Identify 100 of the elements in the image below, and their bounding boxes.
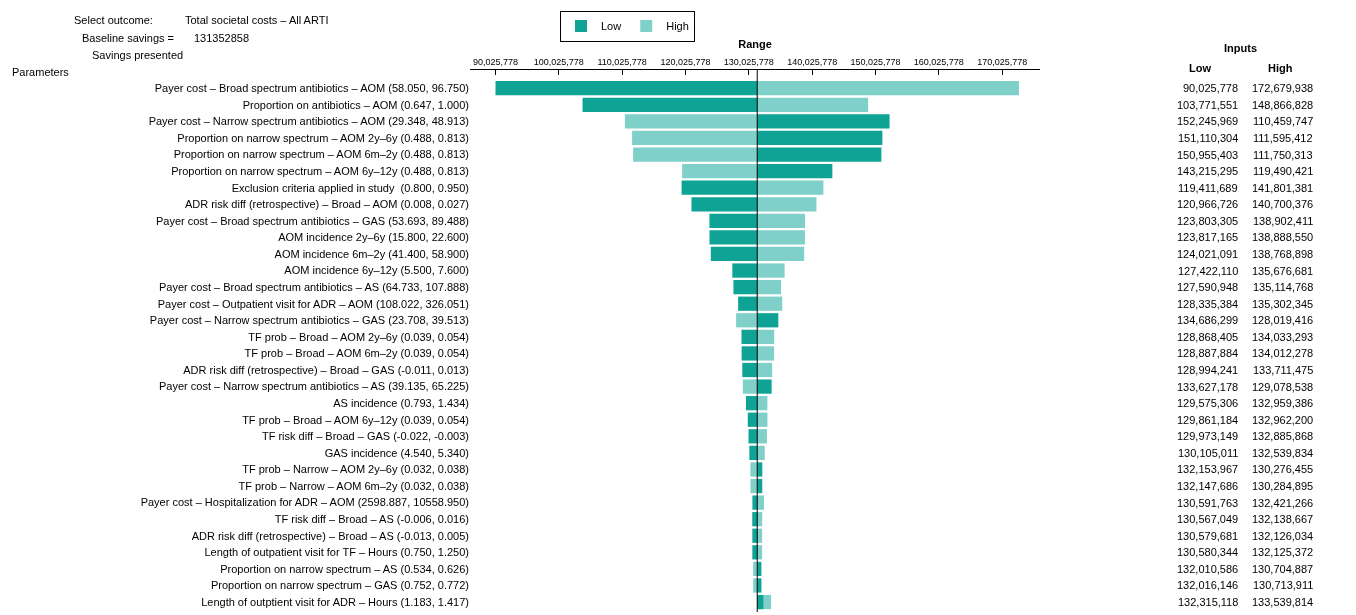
bar bbox=[757, 147, 882, 162]
bar bbox=[691, 197, 758, 212]
text: 127,422,110 bbox=[1178, 265, 1239, 277]
text: Total societal costs – All ARTI bbox=[185, 14, 329, 26]
y-tick-label: GAS incidence (4.540, 5.340) bbox=[324, 446, 469, 459]
text: 129,973,149 bbox=[1177, 430, 1239, 442]
y-tick-label: Payer cost – Broad spectrum antibiotics – AOM (58.050, 96.750) bbox=[154, 82, 469, 95]
y-tick-label: Proportion on narrow spectrum – AOM 6m–2y (0.488, 0.813) bbox=[173, 148, 469, 161]
x-tick-label: 150,025,778 bbox=[850, 57, 901, 68]
bar bbox=[582, 97, 758, 112]
bar bbox=[745, 396, 758, 411]
text: 129,575,306 bbox=[1177, 397, 1239, 409]
text: Low bbox=[1189, 62, 1212, 74]
text: 130,105,011 bbox=[1178, 447, 1239, 459]
bar bbox=[752, 528, 758, 543]
y-tick-label: Payer cost – Narrow spectrum antibiotics – AS (39.135, 65.225) bbox=[159, 380, 469, 393]
text: 124,021,091 bbox=[1177, 248, 1239, 260]
x-tick-label: 120,025,778 bbox=[660, 57, 711, 68]
text: Savings presented bbox=[92, 49, 184, 61]
text: 123,817,165 bbox=[1177, 231, 1239, 243]
y-tick-label: Length of outpatient visit for TF – Hours (0.750, 1.250) bbox=[204, 546, 469, 559]
text: 150,955,403 bbox=[1177, 149, 1239, 161]
y-tick-label: Proportion on narrow spectrum – AOM 6y–12y (0.488, 0.813) bbox=[171, 164, 469, 177]
bar bbox=[757, 313, 779, 328]
text: 131352858 bbox=[194, 32, 250, 44]
text: 138,768,898 bbox=[1252, 248, 1314, 260]
text: 138,888,550 bbox=[1252, 231, 1314, 243]
bar bbox=[757, 329, 775, 344]
bar bbox=[753, 561, 758, 577]
text: 128,868,405 bbox=[1177, 331, 1239, 343]
bar bbox=[757, 230, 805, 245]
bar bbox=[709, 213, 758, 228]
bar bbox=[742, 362, 758, 378]
text: 135,302,345 bbox=[1252, 298, 1314, 310]
text: 103,771,551 bbox=[1177, 99, 1239, 111]
bar bbox=[757, 81, 1019, 96]
bar bbox=[709, 230, 758, 245]
y-tick-label: TF prob – Broad – AOM 6y–12y (0.039, 0.054) bbox=[242, 413, 469, 426]
bar bbox=[757, 296, 783, 311]
bar bbox=[495, 81, 758, 96]
bar bbox=[757, 97, 869, 112]
bar bbox=[750, 462, 758, 477]
y-tick-label: TF prob – Broad – AOM 2y–6y (0.039, 0.054) bbox=[248, 330, 469, 343]
y-tick-label: TF prob – Narrow – AOM 6m–2y (0.032, 0.038) bbox=[238, 479, 469, 492]
bar bbox=[757, 280, 782, 295]
bar bbox=[682, 163, 758, 179]
x-tick-label: 140,025,778 bbox=[787, 57, 838, 68]
text: Baseline savings = bbox=[82, 32, 175, 44]
text: 134,686,299 bbox=[1177, 314, 1239, 326]
bar bbox=[757, 114, 890, 129]
text: 130,567,049 bbox=[1177, 513, 1239, 525]
text: 90,025,778 bbox=[1183, 82, 1239, 94]
bar bbox=[757, 263, 785, 278]
bar bbox=[747, 412, 758, 427]
text: 172,679,938 bbox=[1252, 82, 1314, 94]
text: 130,580,344 bbox=[1177, 546, 1239, 558]
text: 130,284,895 bbox=[1252, 480, 1314, 492]
y-tick-label: AS incidence (0.793, 1.434) bbox=[333, 397, 469, 410]
text: 127,590,948 bbox=[1177, 281, 1239, 293]
text: 132,885,868 bbox=[1252, 430, 1314, 442]
text: 132,126,034 bbox=[1252, 530, 1314, 542]
text: 133,627,178 bbox=[1177, 381, 1239, 393]
y-tick-label: Payer cost – Narrow spectrum antibiotics – AOM (29.348, 48.913) bbox=[148, 115, 469, 128]
text: 132,962,200 bbox=[1252, 414, 1314, 426]
bar bbox=[742, 379, 758, 394]
text: 111,595,412 bbox=[1253, 132, 1313, 144]
y-tick-label: ADR risk diff (retrospective) – Broad – GAS (-0.011, 0.013) bbox=[183, 363, 469, 376]
bar bbox=[736, 313, 758, 328]
y-tick-label: Proportion on narrow spectrum – GAS (0.752, 0.772) bbox=[210, 579, 469, 592]
text: 132,138,667 bbox=[1252, 513, 1314, 525]
bar bbox=[741, 329, 758, 344]
text: 143,215,295 bbox=[1177, 165, 1239, 177]
y-tick-label: Payer cost – Outpatient visit for ADR – AOM (108.022, 326.051) bbox=[157, 297, 469, 310]
text: 130,591,763 bbox=[1177, 497, 1239, 509]
text: 110,459,747 bbox=[1253, 115, 1314, 127]
bar bbox=[681, 180, 758, 195]
text: 132,125,372 bbox=[1252, 546, 1314, 558]
text: Inputs bbox=[1224, 42, 1257, 54]
bar bbox=[624, 114, 758, 129]
x-tick-label: 100,025,778 bbox=[533, 57, 584, 68]
y-tick-label: Payer cost – Broad spectrum antibiotics – GAS (53.693, 89.488) bbox=[155, 214, 469, 227]
x-tick-label: 90,025,778 bbox=[472, 57, 519, 68]
bar bbox=[757, 197, 817, 212]
text: 133,539,814 bbox=[1252, 596, 1314, 608]
y-tick-label: ADR risk diff (retrospective) – Broad – AS (-0.013, 0.005) bbox=[191, 529, 469, 542]
text: 130,704,887 bbox=[1252, 563, 1314, 575]
text: 140,700,376 bbox=[1252, 198, 1314, 210]
text: 120,966,726 bbox=[1177, 198, 1239, 210]
text: 132,010,586 bbox=[1177, 563, 1239, 575]
text: 151,110,304 bbox=[1178, 132, 1239, 144]
text: 132,421,266 bbox=[1252, 497, 1314, 509]
bar bbox=[757, 429, 767, 444]
bar bbox=[757, 362, 773, 378]
text: 129,861,184 bbox=[1177, 414, 1239, 426]
text: 138,902,411 bbox=[1253, 215, 1314, 227]
y-tick-label: Payer cost – Broad spectrum antibiotics – AS (64.733, 107.888) bbox=[158, 280, 469, 293]
x-tick-label: 160,025,778 bbox=[913, 57, 964, 68]
text: 132,315,118 bbox=[1178, 596, 1239, 608]
y-tick-label: TF risk diff – Broad – AS (-0.006, 0.016) bbox=[274, 513, 469, 526]
bar bbox=[757, 163, 833, 179]
